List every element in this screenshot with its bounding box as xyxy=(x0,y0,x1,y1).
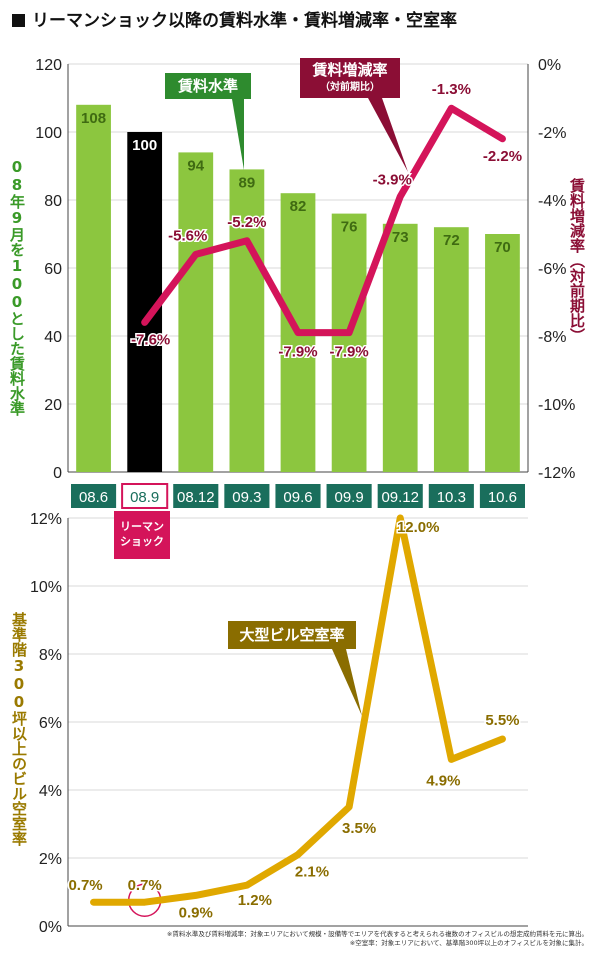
bottom-tick-label: 2% xyxy=(39,851,62,868)
vacancy-label: 0.9% xyxy=(179,904,213,921)
rent-change-label: -1.3% xyxy=(432,81,471,98)
right-tick-label: -2% xyxy=(538,125,566,142)
bar-value-label: 89 xyxy=(239,174,256,191)
right-tick-label: -8% xyxy=(538,329,566,346)
right-tick-label: -6% xyxy=(538,261,566,278)
rent-change-callout-title: 賃料増減率 xyxy=(312,61,388,79)
vacancy-label: 2.1% xyxy=(295,864,329,881)
title-square-icon xyxy=(12,14,25,27)
lehman-callout: リーマン ショック xyxy=(114,511,170,559)
rent-change-label: -7.9% xyxy=(330,344,369,361)
rent-change-label: -2.2% xyxy=(483,148,522,165)
vacancy-label: 3.5% xyxy=(342,820,376,837)
vacancy-label: 5.5% xyxy=(485,712,519,729)
category-box-10.6 xyxy=(479,484,525,508)
footnotes: ※賃料水準及び賃料増減率：対象エリアにおいて規模・設備等でエリアを代表すると考え… xyxy=(167,930,588,948)
category-box-08.6 xyxy=(71,484,117,508)
left-tick-label: 40 xyxy=(44,329,62,346)
chart-title: リーマンショック以降の賃料水準・賃料増減率・空室率 xyxy=(12,6,457,31)
category-label: 08.6 xyxy=(79,489,108,506)
vacancy-callout: 大型ビル空室率 xyxy=(228,621,356,649)
left-tick-label: 60 xyxy=(44,261,62,278)
left-tick-label: 0 xyxy=(53,465,62,482)
bottom-tick-label: 0% xyxy=(39,919,62,936)
vacancy-label: 0.7% xyxy=(128,877,162,894)
category-box-09.6 xyxy=(275,484,321,508)
category-box-09.9 xyxy=(326,484,372,508)
vacancy-callout-pointer xyxy=(332,649,362,716)
chart-title-text: リーマンショック以降の賃料水準・賃料増減率・空室率 xyxy=(32,11,457,31)
bar-value-label: 76 xyxy=(341,219,358,236)
bar-08.6 xyxy=(76,104,111,473)
footnote-1: ※賃料水準及び賃料増減率：対象エリアにおいて規模・設備等でエリアを代表すると考え… xyxy=(166,930,588,938)
bar-value-label: 73 xyxy=(392,229,409,246)
rent-change-label: -7.9% xyxy=(278,344,317,361)
category-box-09.12 xyxy=(377,484,423,508)
bar-10.3 xyxy=(433,227,469,472)
right-tick-label: 0% xyxy=(538,57,561,74)
vacancy-label: 1.2% xyxy=(238,892,272,909)
bottom-tick-label: 8% xyxy=(39,647,62,664)
category-label: 08.9 xyxy=(130,489,159,506)
category-label: 09.12 xyxy=(381,489,419,506)
category-label: 08.12 xyxy=(177,489,215,506)
category-label: 10.3 xyxy=(437,489,466,506)
rent-change-label: -3.9% xyxy=(373,172,412,189)
rent-change-label: -5.6% xyxy=(168,227,207,244)
rent-change-callout-pointer xyxy=(368,98,408,172)
rent-change-axis-label: 賃料増減率（対前期比） xyxy=(568,178,586,343)
rent-change-label: -7.6% xyxy=(131,331,170,348)
category-label: 09.6 xyxy=(283,489,312,506)
bottom-tick-label: 10% xyxy=(30,579,62,596)
left-tick-label: 20 xyxy=(44,397,62,414)
rent-change-line xyxy=(141,104,506,337)
right-tick-label: -12% xyxy=(538,465,575,482)
left-tick-label: 80 xyxy=(44,193,62,210)
vacancy-axis-label: 基準階300坪以上のビル空室率 xyxy=(10,612,28,846)
category-box-10.3 xyxy=(428,484,474,508)
category-box-09.3 xyxy=(224,484,270,508)
bar-08.12 xyxy=(178,152,214,472)
rent-change-label: -5.2% xyxy=(227,214,266,231)
bar-value-label: 70 xyxy=(494,239,511,256)
category-label: 09.9 xyxy=(335,489,364,506)
vacancy-label: 0.7% xyxy=(68,877,102,894)
left-tick-label: 100 xyxy=(35,125,62,142)
right-tick-label: -4% xyxy=(538,193,566,210)
category-label: 10.6 xyxy=(488,489,517,506)
rent-level-axis-label: 08年9月を100とした賃料水準 xyxy=(8,158,26,416)
footnote-2: ※空室率：対象エリアにおいて、基準階300坪以上のオフィスビルを対象に集計。 xyxy=(349,939,588,947)
bottom-tick-label: 6% xyxy=(39,715,62,732)
bar-value-label: 100 xyxy=(132,137,157,154)
bar-09.3 xyxy=(229,169,265,472)
bottom-tick-label: 4% xyxy=(39,783,62,800)
category-box-08.9 xyxy=(121,483,169,509)
vacancy-label: 12.0% xyxy=(397,519,440,536)
rent-level-callout: 賃料水準 xyxy=(165,73,251,99)
left-tick-label: 120 xyxy=(35,57,62,74)
rent-level-callout-pointer xyxy=(232,99,244,170)
vacancy-line xyxy=(90,514,506,906)
bar-value-label: 108 xyxy=(81,110,106,127)
bar-09.9 xyxy=(331,213,367,472)
right-tick-label: -10% xyxy=(538,397,575,414)
bar-value-label: 82 xyxy=(290,198,307,215)
rent-change-callout: 賃料増減率 （対前期比） xyxy=(300,58,400,98)
bottom-tick-label: 12% xyxy=(30,511,62,528)
bar-10.6 xyxy=(485,234,520,472)
category-box-08.12 xyxy=(173,484,219,508)
bar-value-label: 72 xyxy=(443,232,460,249)
bar-value-label: 94 xyxy=(187,157,204,174)
rent-change-callout-sub: （対前期比） xyxy=(320,82,380,93)
vacancy-label: 4.9% xyxy=(426,772,460,789)
category-label: 09.3 xyxy=(232,489,261,506)
bar-09.12 xyxy=(382,223,418,472)
